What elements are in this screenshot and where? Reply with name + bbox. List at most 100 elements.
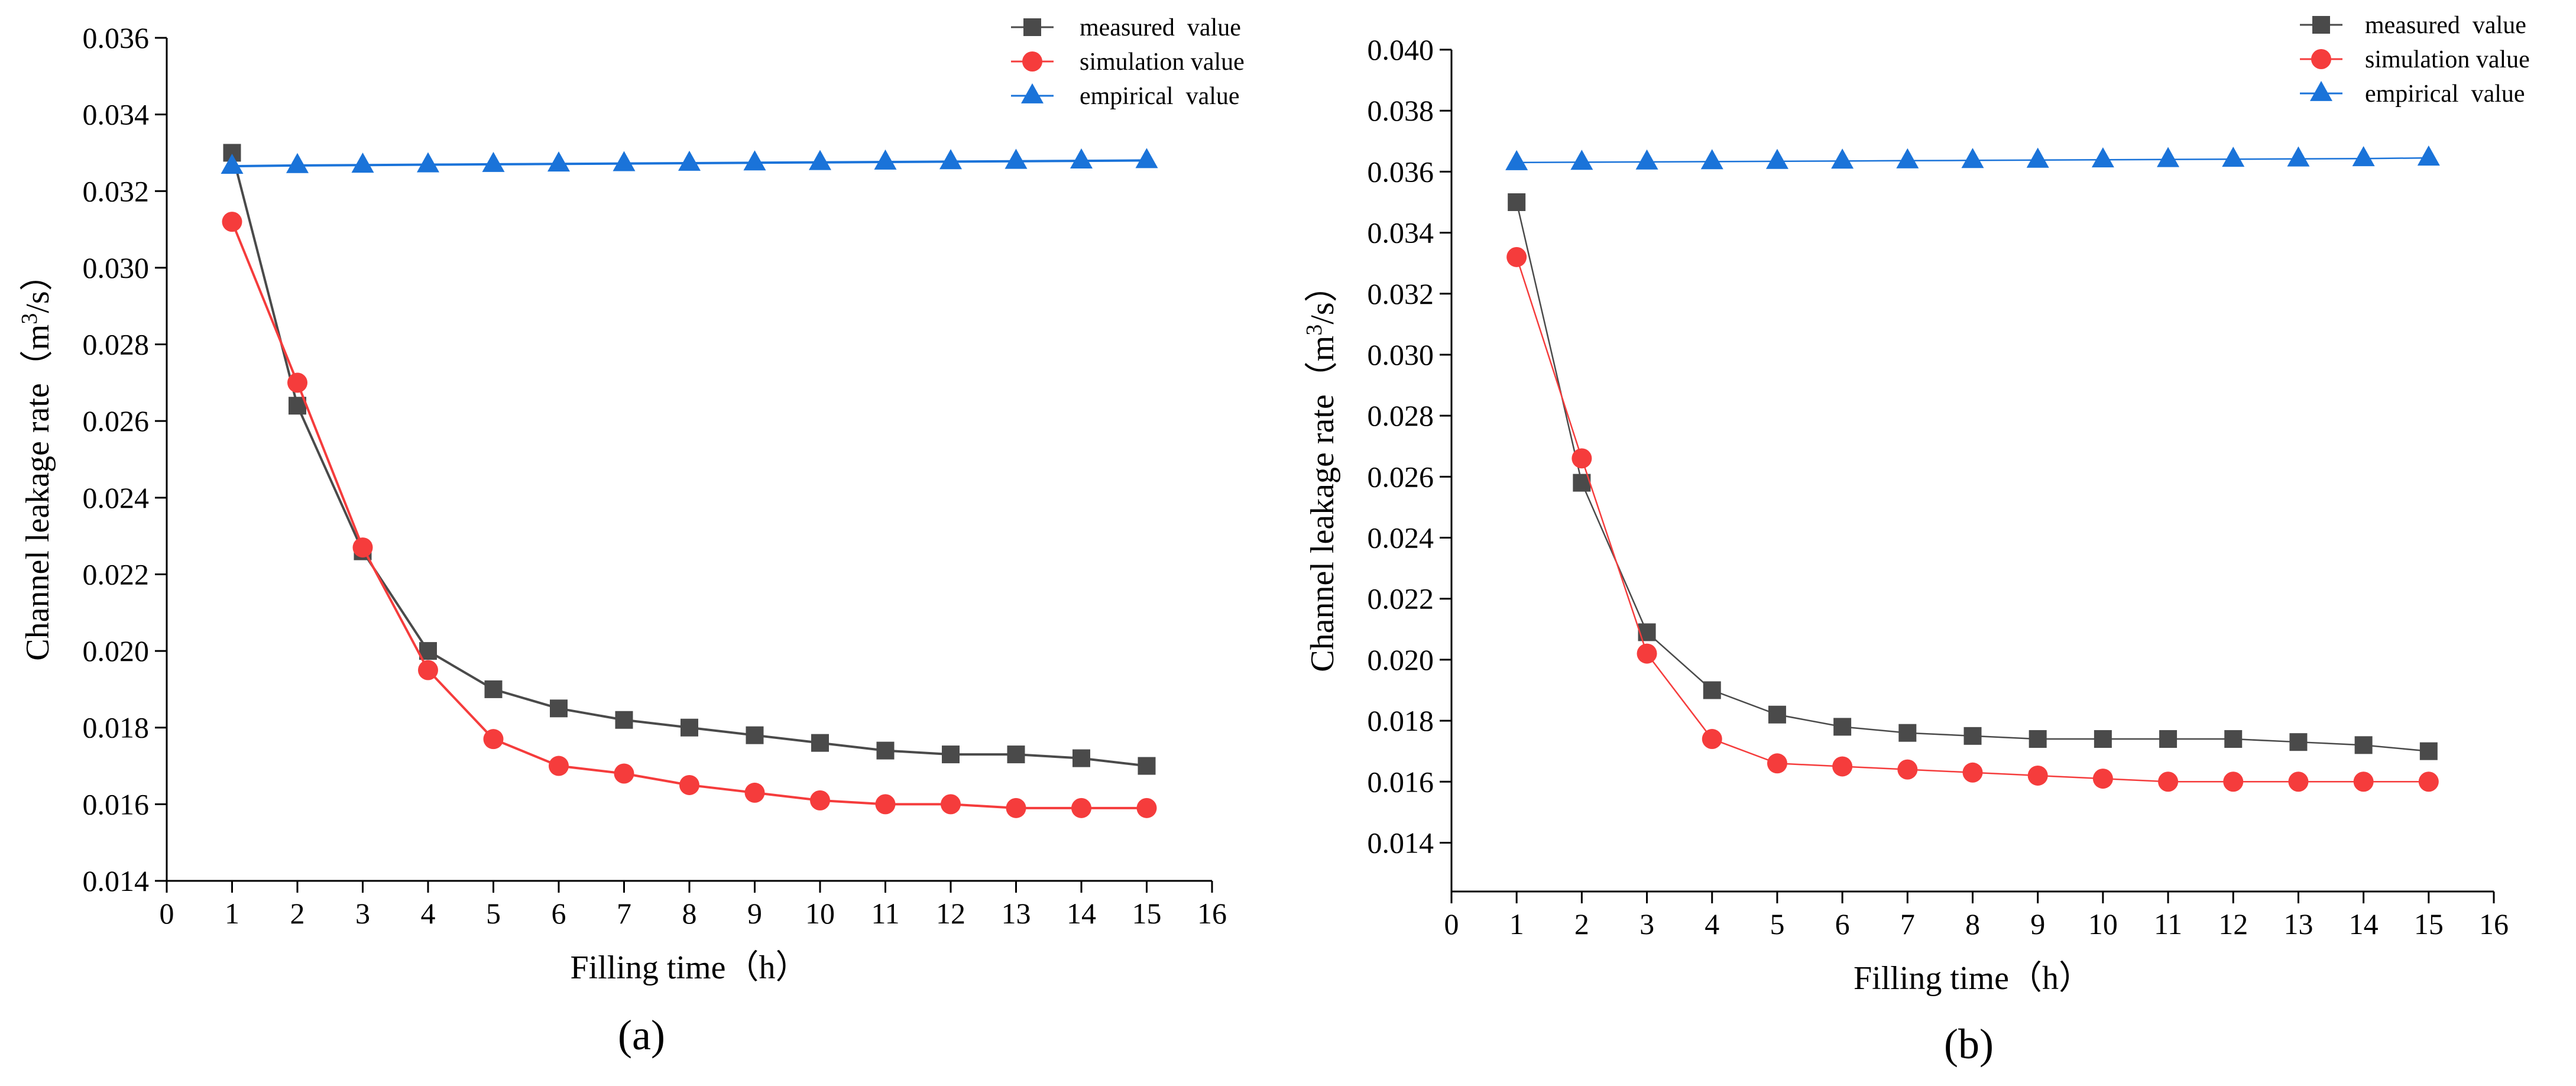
data-point-simulation <box>744 782 765 803</box>
x-tick-label: 6 <box>1835 907 1850 941</box>
x-tick-label: 2 <box>290 897 305 930</box>
data-point-simulation <box>483 729 504 750</box>
series-line-measured <box>1515 202 2429 752</box>
data-point-simulation <box>2223 771 2244 792</box>
y-axis-label-main: Channel leakage rate（m <box>20 325 56 661</box>
x-tick-label: 0 <box>160 897 174 930</box>
x-tick-label: 13 <box>2283 907 2313 941</box>
data-point-empirical <box>939 149 962 170</box>
data-point-empirical <box>351 153 374 173</box>
legend-marker-simulation <box>2311 49 2331 69</box>
y-tick-label: 0.014 <box>83 864 150 897</box>
legend-label-simulation: simulation value <box>1080 48 1245 76</box>
legend-label-empirical: empirical value <box>2365 80 2525 108</box>
x-tick-label: 6 <box>552 897 566 930</box>
series-empirical <box>221 148 1158 174</box>
legend-label-measured: measured value <box>1080 14 1241 41</box>
data-point-empirical <box>286 153 309 173</box>
x-tick-label: 1 <box>225 897 239 930</box>
x-tick-label: 0 <box>1444 907 1459 941</box>
data-point-measured <box>2354 736 2373 754</box>
data-point-measured <box>1833 718 1852 736</box>
y-axis-label: Channel leakage rate（m3/s） <box>1302 269 1341 672</box>
x-tick-label: 4 <box>1705 907 1719 941</box>
series-line-simulation <box>1515 257 2429 783</box>
y-tick-label: 0.016 <box>1368 765 1434 798</box>
x-tick-label: 14 <box>2349 907 2379 941</box>
chart-panel-b: 0 1 2 3 4 5 6 7 8 9 10 11 12 13 14 15 160.0140.0160.0180… <box>1302 12 2530 1068</box>
y-tick-label: 0.022 <box>83 557 150 591</box>
x-tick-label: 16 <box>1197 897 1227 930</box>
y-tick-label: 0.020 <box>1368 643 1434 676</box>
x-tick-label: 10 <box>2088 907 2118 941</box>
data-point-empirical <box>743 150 766 171</box>
y-tick-label: 0.034 <box>83 98 150 131</box>
data-point-empirical <box>482 151 505 172</box>
data-point-empirical <box>1070 148 1093 168</box>
data-point-simulation <box>1767 753 1787 774</box>
data-point-simulation <box>287 372 307 393</box>
data-point-empirical <box>678 150 701 171</box>
panel-caption: (b) <box>1944 1020 1994 1068</box>
y-tick-label: 0.018 <box>1368 704 1434 737</box>
y-tick-label: 0.026 <box>1368 460 1434 493</box>
y-tick-label: 0.020 <box>83 634 150 667</box>
data-point-simulation <box>2092 769 2113 789</box>
data-point-simulation <box>1637 643 1657 664</box>
series-measured <box>223 144 1156 775</box>
data-point-empirical <box>874 149 897 170</box>
data-point-measured <box>2224 730 2243 748</box>
data-point-simulation <box>1962 762 1983 783</box>
x-tick-label: 12 <box>2218 907 2248 941</box>
series-measured <box>1508 193 2438 760</box>
data-point-empirical <box>2222 147 2245 167</box>
data-point-empirical <box>1831 148 1854 169</box>
data-point-measured <box>1072 749 1090 767</box>
x-tick-label: 2 <box>1574 907 1589 941</box>
data-point-measured <box>2289 733 2308 751</box>
data-point-empirical <box>2091 147 2114 168</box>
data-point-measured <box>615 711 633 729</box>
legend-marker-empirical <box>1021 83 1044 103</box>
x-tick-label: 8 <box>1965 907 1980 941</box>
y-tick-label: 0.032 <box>83 174 150 208</box>
data-point-simulation <box>614 763 634 784</box>
y-tick-label: 0.032 <box>1368 277 1434 310</box>
x-axis-label: Filling time（h） <box>571 949 809 986</box>
data-point-empirical <box>809 150 831 170</box>
data-point-empirical <box>2026 147 2049 168</box>
data-point-empirical <box>2352 146 2375 167</box>
data-point-empirical <box>1505 150 1528 170</box>
x-tick-label: 12 <box>936 897 965 930</box>
legend-label-empirical: empirical value <box>1080 83 1240 110</box>
data-point-measured <box>1138 757 1156 775</box>
data-point-measured <box>1508 193 1526 211</box>
y-tick-label: 0.024 <box>83 481 150 514</box>
x-tick-label: 3 <box>355 897 370 930</box>
data-point-simulation <box>1897 759 1918 780</box>
data-point-simulation <box>418 660 438 680</box>
legend-label-measured: measured value <box>2365 12 2526 39</box>
data-point-simulation <box>1136 798 1157 818</box>
data-point-measured <box>1898 724 1917 742</box>
y-tick-label: 0.026 <box>83 404 150 437</box>
data-point-simulation <box>352 537 373 558</box>
y-tick-label: 0.022 <box>1368 582 1434 615</box>
y-axis-label: Channel leakage rate（m3/s） <box>17 258 56 660</box>
data-point-empirical <box>1961 148 1984 168</box>
series-simulation <box>222 212 1157 818</box>
data-point-empirical <box>1005 148 1028 169</box>
x-tick-label: 5 <box>1770 907 1784 941</box>
data-point-simulation <box>810 790 830 811</box>
y-tick-label: 0.030 <box>1368 338 1434 371</box>
data-point-empirical <box>547 151 570 172</box>
y-axis-label-superscript: 3 <box>17 313 42 325</box>
legend-marker-measured <box>1023 18 1041 36</box>
data-point-measured <box>876 741 895 760</box>
chart-panel-a: 0 1 2 3 4 5 6 7 8 9 10 11 12 13 14 15 160.0140.0160.0180… <box>17 14 1245 1059</box>
data-point-empirical <box>2417 145 2440 166</box>
y-axis-label-main: Channel leakage rate（m <box>1304 336 1341 672</box>
data-point-measured <box>2159 730 2178 748</box>
data-point-simulation <box>2288 771 2309 792</box>
